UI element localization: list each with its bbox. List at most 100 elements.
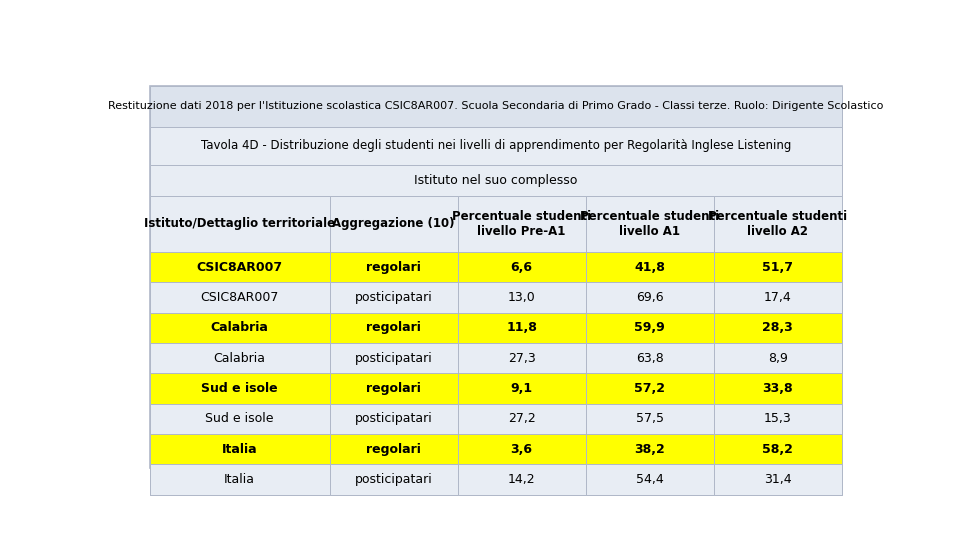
Bar bbox=[150, 252, 842, 282]
Bar bbox=[713, 404, 842, 434]
Bar bbox=[150, 282, 842, 313]
Bar bbox=[713, 282, 842, 313]
Text: 14,2: 14,2 bbox=[508, 473, 536, 486]
Text: 17,4: 17,4 bbox=[764, 291, 792, 304]
Text: Sud e isole: Sud e isole bbox=[202, 382, 278, 395]
Bar bbox=[586, 196, 713, 252]
Text: 51,7: 51,7 bbox=[762, 261, 793, 274]
Bar bbox=[586, 373, 713, 404]
Text: regolari: regolari bbox=[366, 382, 421, 395]
Bar bbox=[150, 373, 329, 404]
Bar bbox=[713, 196, 842, 252]
Text: regolari: regolari bbox=[366, 261, 421, 274]
Bar bbox=[329, 464, 458, 495]
Bar bbox=[586, 464, 713, 495]
Text: 57,5: 57,5 bbox=[636, 413, 663, 426]
Text: Calabria: Calabria bbox=[214, 352, 266, 365]
Text: 63,8: 63,8 bbox=[636, 352, 663, 365]
Text: 57,2: 57,2 bbox=[635, 382, 665, 395]
Text: 41,8: 41,8 bbox=[635, 261, 665, 274]
Text: 27,3: 27,3 bbox=[508, 352, 536, 365]
Text: Percentuale studenti
livello Pre-A1: Percentuale studenti livello Pre-A1 bbox=[452, 210, 591, 238]
Bar bbox=[150, 404, 329, 434]
Text: Aggregazione (10): Aggregazione (10) bbox=[332, 217, 455, 231]
Text: 8,9: 8,9 bbox=[768, 352, 787, 365]
Text: Italia: Italia bbox=[225, 473, 255, 486]
Bar bbox=[150, 282, 329, 313]
Bar bbox=[458, 434, 586, 464]
Bar bbox=[150, 127, 842, 165]
Bar bbox=[150, 434, 842, 464]
Bar bbox=[458, 313, 586, 343]
Bar bbox=[458, 404, 586, 434]
Text: 54,4: 54,4 bbox=[636, 473, 663, 486]
Bar bbox=[150, 434, 329, 464]
Text: posticipatari: posticipatari bbox=[355, 413, 433, 426]
Text: 58,2: 58,2 bbox=[762, 443, 793, 456]
Bar bbox=[329, 252, 458, 282]
Bar bbox=[586, 404, 713, 434]
Bar bbox=[150, 404, 842, 434]
Bar bbox=[150, 313, 329, 343]
Bar bbox=[458, 196, 586, 252]
Text: 59,9: 59,9 bbox=[635, 321, 665, 334]
Text: 33,8: 33,8 bbox=[762, 382, 793, 395]
Text: 31,4: 31,4 bbox=[764, 473, 791, 486]
Text: posticipatari: posticipatari bbox=[355, 473, 433, 486]
Bar bbox=[150, 464, 329, 495]
Text: Percentuale studenti
livello A1: Percentuale studenti livello A1 bbox=[580, 210, 719, 238]
Bar bbox=[329, 343, 458, 373]
Text: regolari: regolari bbox=[366, 321, 421, 334]
Bar bbox=[329, 313, 458, 343]
Text: 9,1: 9,1 bbox=[511, 382, 533, 395]
Text: 3,6: 3,6 bbox=[511, 443, 533, 456]
Bar bbox=[458, 373, 586, 404]
Bar bbox=[713, 313, 842, 343]
Text: Italia: Italia bbox=[222, 443, 257, 456]
Text: Sud e isole: Sud e isole bbox=[205, 413, 274, 426]
Bar bbox=[150, 85, 842, 127]
Text: Percentuale studenti
livello A2: Percentuale studenti livello A2 bbox=[708, 210, 848, 238]
Bar bbox=[150, 196, 329, 252]
Text: 15,3: 15,3 bbox=[764, 413, 792, 426]
Bar bbox=[150, 343, 842, 373]
Text: 38,2: 38,2 bbox=[635, 443, 665, 456]
Bar bbox=[713, 252, 842, 282]
Bar bbox=[150, 165, 842, 196]
Text: 11,8: 11,8 bbox=[506, 321, 537, 334]
Bar bbox=[586, 434, 713, 464]
Bar bbox=[586, 252, 713, 282]
Text: Tavola 4D - Distribuzione degli studenti nei livelli di apprendimento per Regola: Tavola 4D - Distribuzione degli studenti… bbox=[201, 139, 791, 152]
Bar bbox=[150, 373, 842, 404]
Bar bbox=[458, 282, 586, 313]
Bar bbox=[329, 404, 458, 434]
Text: Calabria: Calabria bbox=[211, 321, 269, 334]
Text: posticipatari: posticipatari bbox=[355, 291, 433, 304]
Bar bbox=[458, 252, 586, 282]
Bar bbox=[150, 343, 329, 373]
Bar bbox=[713, 464, 842, 495]
Bar bbox=[713, 373, 842, 404]
Text: CSIC8AR007: CSIC8AR007 bbox=[197, 261, 283, 274]
Text: 6,6: 6,6 bbox=[511, 261, 533, 274]
Bar bbox=[329, 373, 458, 404]
Bar bbox=[329, 196, 458, 252]
Text: regolari: regolari bbox=[366, 443, 421, 456]
Bar bbox=[150, 196, 842, 252]
Bar bbox=[458, 464, 586, 495]
Bar bbox=[329, 282, 458, 313]
Bar bbox=[329, 434, 458, 464]
Text: 13,0: 13,0 bbox=[508, 291, 536, 304]
Bar bbox=[586, 282, 713, 313]
Bar bbox=[150, 313, 842, 343]
Text: Istituto/Dettaglio territoriale: Istituto/Dettaglio territoriale bbox=[144, 217, 335, 231]
Bar bbox=[586, 343, 713, 373]
Bar bbox=[713, 434, 842, 464]
Text: 28,3: 28,3 bbox=[762, 321, 793, 334]
Text: posticipatari: posticipatari bbox=[355, 352, 433, 365]
Bar bbox=[713, 343, 842, 373]
Bar bbox=[150, 252, 329, 282]
Bar bbox=[586, 313, 713, 343]
Text: Restituzione dati 2018 per l'Istituzione scolastica CSIC8AR007. Scuola Secondari: Restituzione dati 2018 per l'Istituzione… bbox=[108, 102, 883, 111]
Bar bbox=[458, 343, 586, 373]
